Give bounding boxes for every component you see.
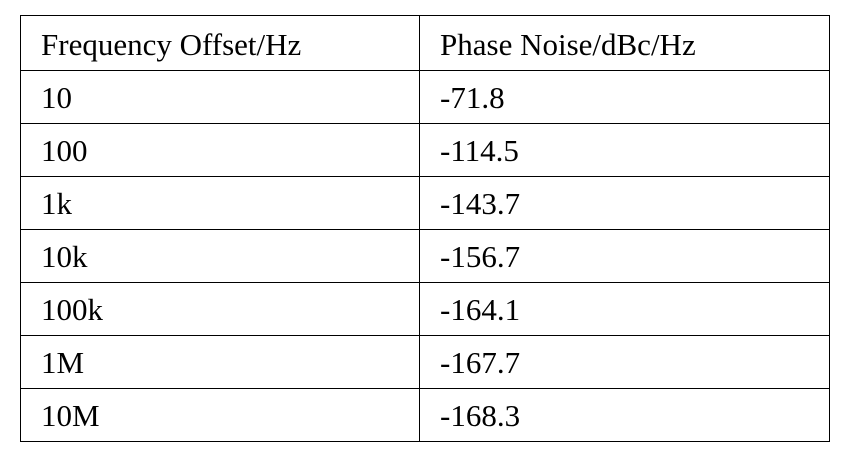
table-row: 100k -164.1: [20, 282, 830, 336]
phase-noise-cell: -167.7: [419, 335, 830, 389]
phase-noise-cell: -143.7: [419, 176, 830, 230]
phase-noise-cell: -156.7: [419, 229, 830, 283]
header-phase-noise: Phase Noise/dBc/Hz: [419, 15, 830, 71]
frequency-offset-cell: 100k: [20, 282, 420, 336]
table-row: 10 -71.8: [20, 70, 830, 124]
frequency-offset-cell: 10k: [20, 229, 420, 283]
table-row: 1M -167.7: [20, 335, 830, 389]
phase-noise-cell: -164.1: [419, 282, 830, 336]
phase-noise-table: Frequency Offset/Hz Phase Noise/dBc/Hz 1…: [20, 15, 830, 442]
table-row: 10M -168.3: [20, 388, 830, 442]
frequency-offset-cell: 10M: [20, 388, 420, 442]
frequency-offset-cell: 100: [20, 123, 420, 177]
table-header-row: Frequency Offset/Hz Phase Noise/dBc/Hz: [20, 15, 830, 71]
frequency-offset-cell: 10: [20, 70, 420, 124]
table-row: 1k -143.7: [20, 176, 830, 230]
table-row: 10k -156.7: [20, 229, 830, 283]
header-frequency-offset: Frequency Offset/Hz: [20, 15, 420, 71]
phase-noise-cell: -114.5: [419, 123, 830, 177]
phase-noise-cell: -71.8: [419, 70, 830, 124]
frequency-offset-cell: 1k: [20, 176, 420, 230]
table-row: 100 -114.5: [20, 123, 830, 177]
phase-noise-cell: -168.3: [419, 388, 830, 442]
frequency-offset-cell: 1M: [20, 335, 420, 389]
